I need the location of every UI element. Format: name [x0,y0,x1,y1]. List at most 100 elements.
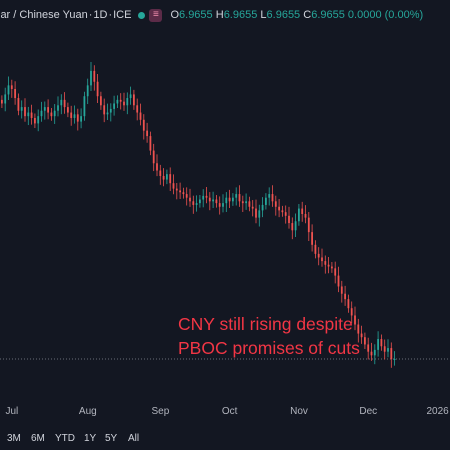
candle [370,342,373,361]
range-selector: 3M 6M YTD 1Y 5Y All [0,432,450,448]
candle [106,103,109,120]
range-button-all[interactable]: All [128,433,140,444]
candle [133,89,135,110]
change-value: 0.0000 (0.00%) [347,9,424,21]
candle [20,100,23,119]
range-button-3m[interactable]: 3M [7,433,21,444]
candle [222,194,224,213]
candle [152,143,155,172]
candle [274,195,277,216]
candle [255,199,257,224]
annotation-line-1: CNY still rising despite [178,314,353,334]
candle [119,93,122,110]
low-value: 6.9655 [266,9,301,21]
candle [364,332,366,349]
candle [251,200,254,217]
x-axis-label: Nov [290,406,308,417]
range-button-5y[interactable]: 5Y [105,433,118,444]
candle [166,169,168,185]
candle [367,337,370,360]
range-button-1y[interactable]: 1Y [84,433,97,444]
candle [235,187,238,206]
candle [93,65,96,91]
candle [331,262,333,273]
candle [334,261,337,284]
candle [86,78,89,105]
candle [311,224,313,252]
candle [185,187,188,206]
candle [169,167,172,191]
candle [156,154,158,177]
candle [189,188,191,207]
candle [393,351,396,366]
candle [301,201,304,222]
candle [34,113,36,128]
x-axis-label: Jul [5,406,19,417]
indicator-pill-icon[interactable]: ≡ [149,8,163,22]
candle [172,174,175,195]
time-axis[interactable]: Jul Aug Sep Oct Nov Dec 2026 [0,400,450,422]
candle [387,339,389,358]
candle [109,103,112,122]
candle [103,98,106,123]
candle [113,95,115,116]
candle [123,92,125,111]
candle [360,325,363,344]
ohlc-readout: O6.9655 H6.9655 L6.9655 C6.9655 0.0000 (… [170,9,424,21]
candle [73,105,76,124]
x-axis-label: Sep [151,406,170,417]
candle [288,206,290,229]
candle [30,104,33,125]
candle [63,92,66,114]
candle [347,294,350,313]
candle [37,109,40,132]
range-button-ytd[interactable]: YTD [55,433,75,444]
candle [149,131,152,156]
candle [340,280,343,303]
open-value: 6.9655 [179,9,213,21]
candle [90,61,92,91]
x-axis-label: Aug [78,406,97,417]
candle [179,182,181,199]
candle [182,187,185,199]
candle [337,266,340,293]
candle [146,122,148,143]
candle [57,96,59,117]
candle [284,205,287,224]
candle [390,342,393,368]
candle [67,102,69,118]
candle [202,189,205,208]
candle [238,185,241,207]
candle [294,213,297,238]
candle [350,301,353,324]
candle [304,205,307,224]
candle [225,192,228,213]
candle [321,248,323,267]
price-chart[interactable] [0,30,450,400]
candle [241,195,244,213]
x-axis-label: 2026 [426,406,449,417]
x-axis-label: Dec [359,406,378,417]
candle [248,196,251,212]
candle [261,197,264,218]
candle [76,108,79,131]
candle [7,76,10,101]
candle [70,105,73,126]
candle [357,318,360,343]
interval-label[interactable]: 1D [93,9,108,21]
candle [307,212,310,241]
candle [317,247,320,266]
candle [291,217,294,240]
candle [228,189,231,209]
candle [265,193,267,210]
candle [383,339,386,360]
symbol-title[interactable]: lar / Chinese Yuan [0,9,88,21]
candle [380,334,383,351]
candle [199,194,201,208]
candle [136,98,139,121]
candle [43,101,46,120]
candle [218,196,221,215]
candle [142,114,145,140]
range-button-6m[interactable]: 6M [31,433,45,444]
candle [100,91,102,110]
